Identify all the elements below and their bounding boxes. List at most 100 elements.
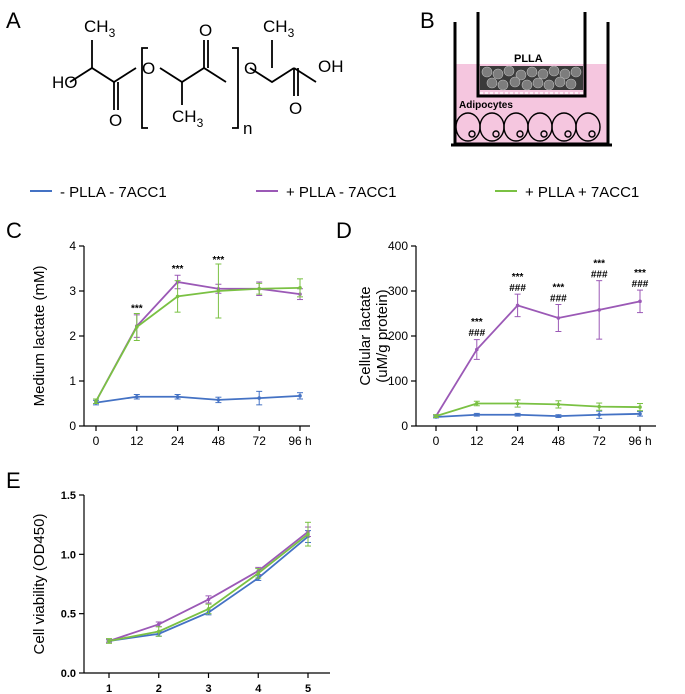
data-point <box>597 308 601 312</box>
data-point <box>257 396 262 400</box>
data-point <box>256 571 261 576</box>
x-tick-label: 12 <box>130 434 144 448</box>
significance-label: *** <box>131 303 143 314</box>
significance-label: *** <box>213 255 225 266</box>
y-tick-label: 3 <box>69 284 76 298</box>
significance-label: *** <box>471 317 483 328</box>
bracket-right <box>232 47 239 129</box>
x-tick-label: 1 <box>106 683 112 694</box>
series-line-0 <box>435 412 641 418</box>
significance-label: ### <box>632 279 649 290</box>
y-tick-label: 200 <box>388 329 408 343</box>
panel-a: A HO CH3 O O O CH3 O CH3 OH <box>6 8 344 138</box>
data-point <box>156 629 161 634</box>
y-tick-label: 0 <box>401 419 408 433</box>
legend: - PLLA - 7ACC1 + PLLA - 7ACC1 + PLLA + 7… <box>30 184 639 201</box>
x-tick-label: 5 <box>305 683 311 694</box>
data-point <box>638 405 642 409</box>
data-point <box>434 414 438 418</box>
panel-b-label: B <box>420 8 435 33</box>
data-point <box>475 401 479 406</box>
data-point <box>156 622 161 627</box>
bracket-left <box>141 47 148 129</box>
series-line-0 <box>108 535 309 642</box>
x-tick-label: 0 <box>433 434 440 448</box>
label-ho: HO <box>52 73 78 92</box>
series-line-2 <box>95 286 301 402</box>
x-tick-label: 2 <box>156 683 162 694</box>
x-tick-label: 96 h <box>288 434 311 448</box>
x-tick-label: 72 <box>593 434 607 448</box>
significance-label: *** <box>634 268 646 279</box>
label-ch3-right: CH3 <box>263 17 295 40</box>
y-tick-label: 300 <box>388 284 408 298</box>
series-line-2 <box>435 402 641 417</box>
panel-c-label: C <box>6 218 22 243</box>
data-point <box>135 325 139 329</box>
y-tick-label: 4 <box>69 239 76 253</box>
y-tick-label: 1 <box>69 374 76 388</box>
series-line-1 <box>95 281 301 402</box>
label-o-ester-1: O <box>142 59 155 78</box>
data-point <box>306 532 310 536</box>
data-point <box>107 639 111 643</box>
data-point <box>298 286 302 290</box>
data-point <box>206 607 211 611</box>
data-point <box>94 399 98 404</box>
data-point <box>597 412 601 417</box>
y-tick-label: 1.0 <box>61 549 76 561</box>
x-tick-label: 48 <box>552 434 566 448</box>
particle-dots <box>481 65 582 91</box>
y-axis-label: Medium lactate (mM) <box>31 266 48 407</box>
data-point <box>638 299 642 304</box>
chart-d: 0 100 200 300 400 0 12 24 48 72 96 h Cellular lacta… <box>357 239 656 448</box>
cells-label: Adipocytes <box>459 100 513 111</box>
label-o-carbonyl-1: O <box>109 111 122 130</box>
x-tick-label: 96 h <box>628 434 651 448</box>
significance-label: ### <box>550 293 567 304</box>
data-point <box>515 401 520 406</box>
y-tick-label: 0.5 <box>61 609 76 621</box>
x-tick-label: 4 <box>255 683 262 694</box>
panel-a-label: A <box>6 8 21 33</box>
y-axis-label: Cell viability (OD450) <box>31 514 48 655</box>
label-oh: OH <box>318 57 344 76</box>
panel-e-label: E <box>6 468 21 493</box>
significance-label: ### <box>591 270 608 281</box>
data-point <box>515 412 520 417</box>
insert-wall <box>476 12 587 98</box>
x-tick-label: 12 <box>470 434 484 448</box>
data-point <box>475 347 479 352</box>
x-tick-label: 24 <box>171 434 185 448</box>
significance-label: *** <box>512 272 524 283</box>
y-axis-label-2: (uM/g protein) <box>374 289 391 382</box>
series-line-2 <box>108 533 309 642</box>
significance-label: *** <box>172 264 184 275</box>
label-o-carbonyl-3: O <box>289 99 302 118</box>
data-point <box>556 316 561 320</box>
data-point <box>135 394 139 399</box>
y-axis-label: Cellular lactate <box>357 286 374 385</box>
x-tick-label: 72 <box>253 434 267 448</box>
data-point <box>175 394 180 399</box>
backbone-left <box>69 66 137 84</box>
data-point <box>597 404 601 409</box>
y-tick-label: 100 <box>388 374 408 388</box>
significance-label: ### <box>468 328 485 339</box>
y-tick-label: 0 <box>69 419 76 433</box>
series-line-1 <box>435 300 641 417</box>
significance-label: *** <box>553 282 565 293</box>
y-tick-label: 400 <box>388 239 408 253</box>
label-n: n <box>243 119 252 138</box>
data-point <box>257 286 262 291</box>
backbone-mid <box>159 66 227 84</box>
y-tick-label: 1.5 <box>61 490 76 502</box>
data-point <box>556 414 561 418</box>
data-point <box>638 412 642 416</box>
adipocyte-cells <box>455 112 601 142</box>
x-tick-label: 3 <box>205 683 211 694</box>
data-point <box>556 402 561 407</box>
data-point <box>216 398 221 402</box>
